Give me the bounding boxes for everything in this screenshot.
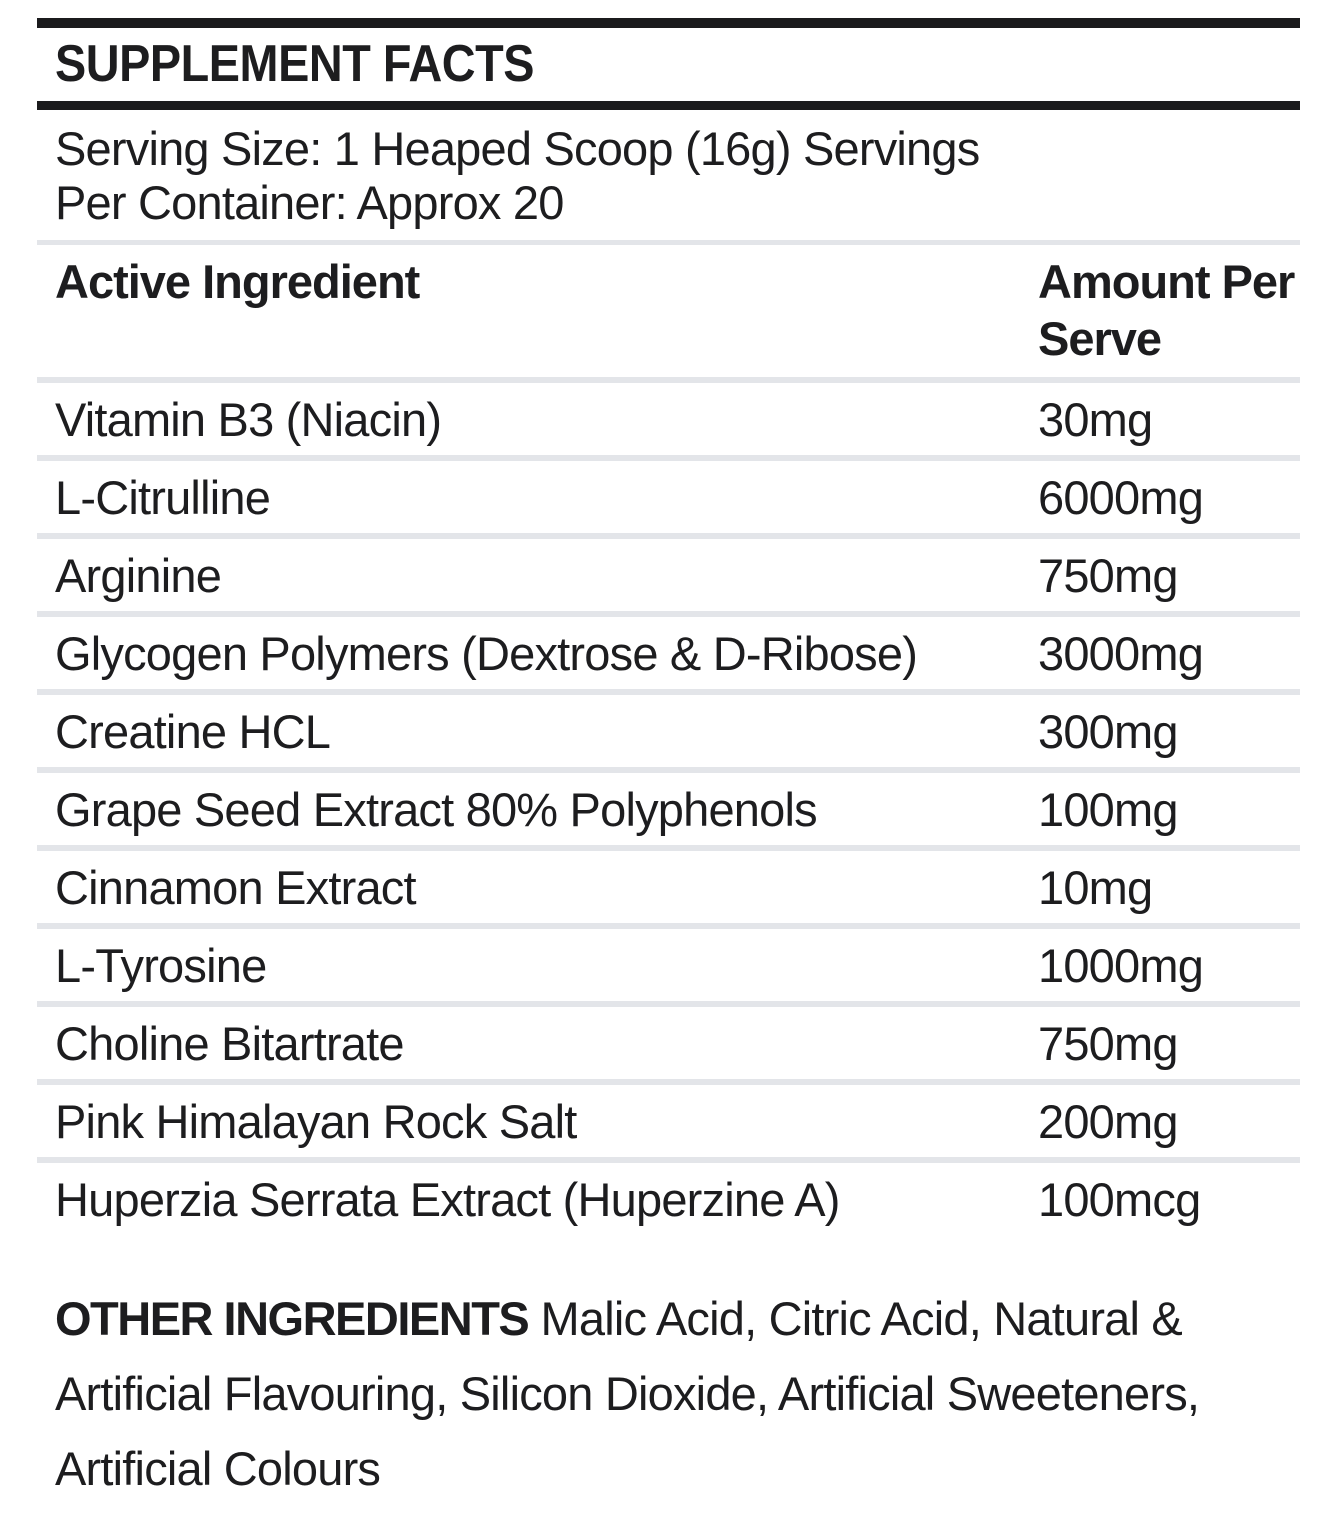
top-rule	[37, 18, 1300, 28]
ingredient-name: Grape Seed Extract 80% Polyphenols	[55, 782, 818, 836]
ingredient-amount: 200mg	[1038, 1094, 1179, 1148]
section-divider	[37, 240, 1300, 245]
table-header-row: Active Ingredient Amount Per Serve	[37, 245, 1300, 383]
column-header-active-ingredient: Active Ingredient	[55, 255, 420, 308]
serving-info-line-1: Serving Size: 1 Heaped Scoop (16g) Servi…	[55, 122, 980, 175]
ingredient-name: Choline Bitartrate	[55, 1016, 405, 1070]
ingredient-name: L-Citrulline	[55, 470, 271, 524]
ingredient-amount: 300mg	[1038, 704, 1179, 758]
ingredient-amount: 750mg	[1038, 1016, 1179, 1070]
column-header-amount-per-serve: Amount Per Serve	[1038, 255, 1295, 365]
ingredient-amount: 100mcg	[1038, 1172, 1201, 1226]
ingredient-name: Huperzia Serrata Extract (Huperzine A)	[55, 1172, 840, 1226]
other-ingredients-section: OTHER INGREDIENTS Malic Acid, Citric Aci…	[55, 1281, 1300, 1506]
table-row: Grape Seed Extract 80% Polyphenols 100mg	[37, 773, 1300, 851]
ingredient-amount: 6000mg	[1038, 470, 1204, 524]
ingredient-name: Glycogen Polymers (Dextrose & D-Ribose)	[55, 626, 918, 680]
ingredient-amount: 30mg	[1038, 392, 1153, 446]
ingredient-name: Pink Himalayan Rock Salt	[55, 1094, 577, 1148]
ingredient-name: Creatine HCL	[55, 704, 331, 758]
other-ingredients-line-1-rest: Malic Acid, Citric Acid, Natural &	[528, 1292, 1183, 1345]
table-row: Huperzia Serrata Extract (Huperzine A) 1…	[37, 1163, 1300, 1235]
table-row: Cinnamon Extract 10mg	[37, 851, 1300, 929]
ingredient-amount: 100mg	[1038, 782, 1179, 836]
ingredient-amount: 1000mg	[1038, 938, 1204, 992]
table-row: Choline Bitartrate 750mg	[37, 1007, 1300, 1085]
table-row: Pink Himalayan Rock Salt 200mg	[37, 1085, 1300, 1163]
ingredient-name: Cinnamon Extract	[55, 860, 417, 914]
ingredient-amount: 750mg	[1038, 548, 1179, 602]
table-row: Vitamin B3 (Niacin) 30mg	[37, 383, 1300, 461]
table-row: Glycogen Polymers (Dextrose & D-Ribose) …	[37, 617, 1300, 695]
ingredient-amount: 10mg	[1038, 860, 1153, 914]
ingredient-name: Arginine	[55, 548, 222, 602]
other-ingredients-label: OTHER INGREDIENTS	[55, 1292, 530, 1345]
title-bottom-rule	[37, 101, 1300, 110]
ingredient-amount: 3000mg	[1038, 626, 1204, 680]
table-row: L-Citrulline 6000mg	[37, 461, 1300, 539]
other-ingredients-line-3: Artificial Colours	[55, 1442, 381, 1495]
table-row: Arginine 750mg	[37, 539, 1300, 617]
serving-info: Serving Size: 1 Heaped Scoop (16g) Servi…	[55, 122, 1300, 230]
ingredient-name: L-Tyrosine	[55, 938, 267, 992]
panel-title: SUPPLEMENT FACTS	[55, 35, 535, 93]
ingredient-name: Vitamin B3 (Niacin)	[55, 392, 442, 446]
other-ingredients-line-2: Artificial Flavouring, Silicon Dioxide, …	[55, 1367, 1200, 1420]
table-row: L-Tyrosine 1000mg	[37, 929, 1300, 1007]
table-row: Creatine HCL 300mg	[37, 695, 1300, 773]
serving-info-line-2: Per Container: Approx 20	[55, 176, 564, 229]
other-ingredients-line-1: OTHER INGREDIENTS Malic Acid, Citric Aci…	[55, 1281, 1300, 1356]
